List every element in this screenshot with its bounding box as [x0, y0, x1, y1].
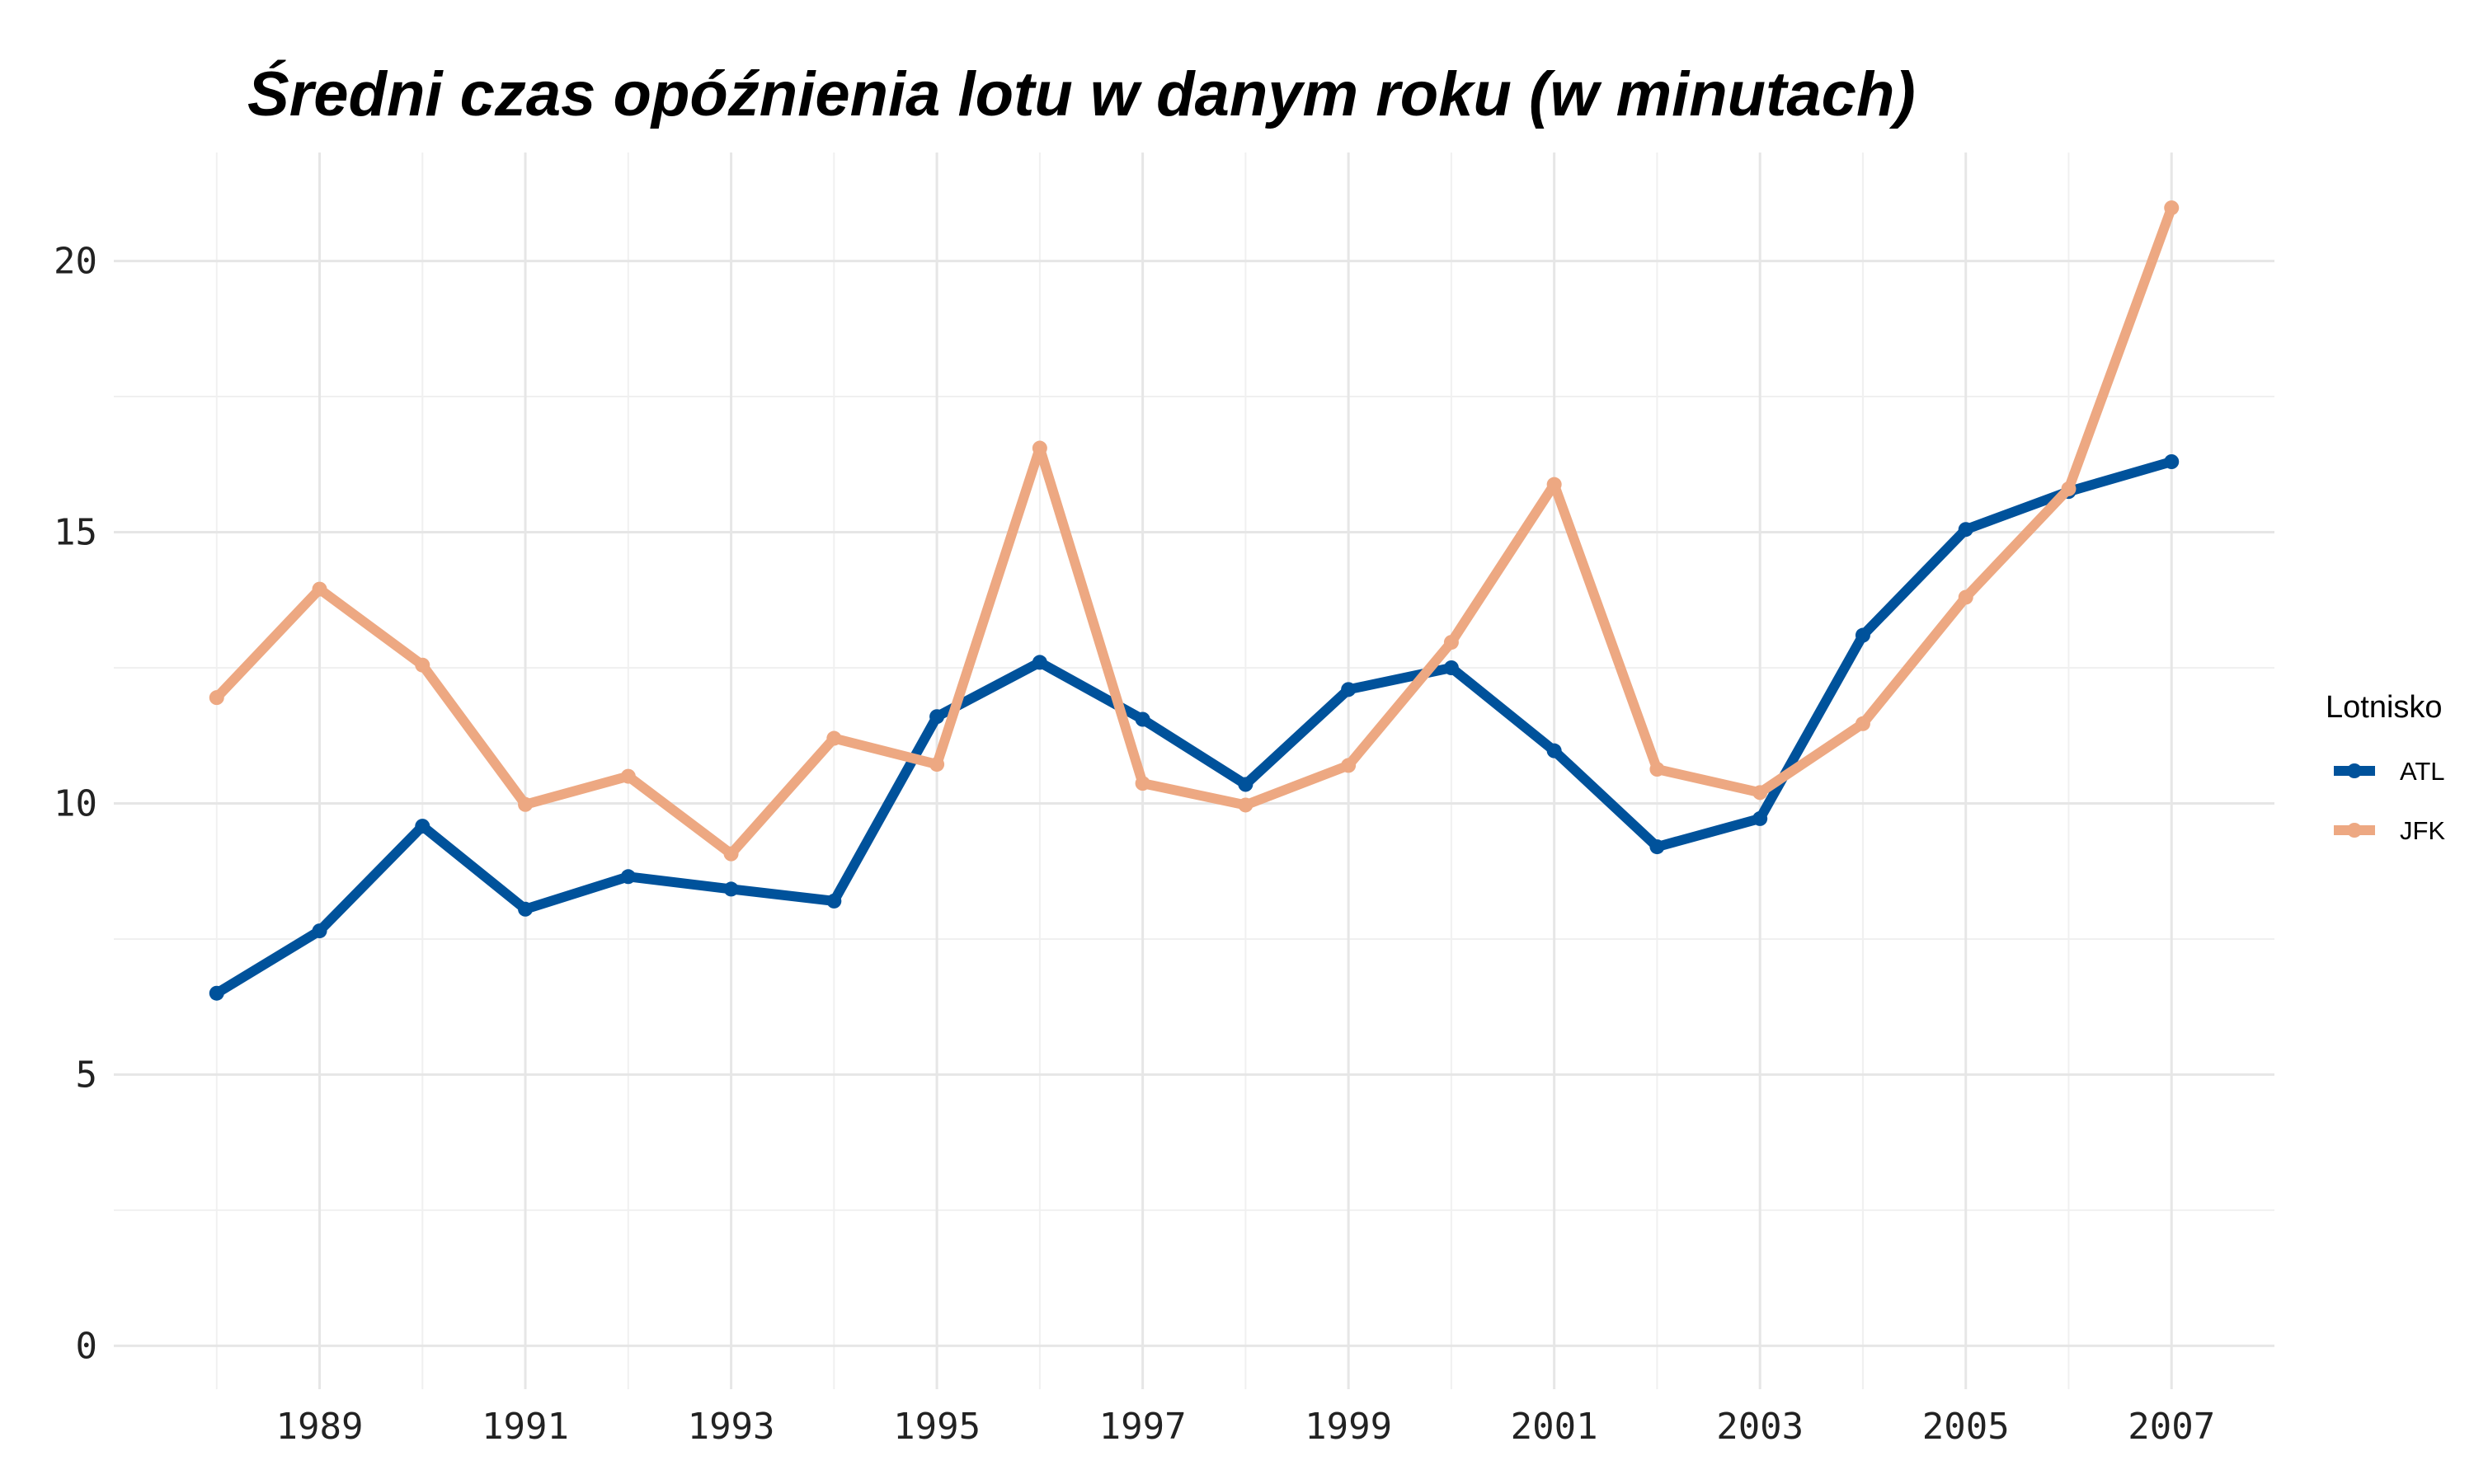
data-point: [826, 730, 842, 746]
data-point: [1546, 477, 1562, 492]
y-tick-label: 15: [54, 512, 97, 554]
grid-lines: [114, 153, 2274, 1389]
series-line: [211, 203, 2177, 859]
data-point: [1341, 682, 1357, 697]
data-point: [1649, 839, 1665, 855]
y-tick-label: 0: [76, 1325, 98, 1367]
data-point: [1752, 785, 1768, 801]
y-tick-label: 5: [76, 1054, 98, 1096]
data-point: [209, 690, 224, 706]
x-tick-label: 1993: [688, 1406, 775, 1448]
data-point: [1752, 810, 1768, 826]
legend-item-atl: ATL: [2334, 757, 2445, 786]
data-point: [518, 796, 534, 812]
x-tick-label: 1995: [893, 1406, 981, 1448]
data-point: [312, 923, 327, 939]
data-point: [1443, 660, 1459, 675]
data-point: [723, 846, 739, 862]
data-point: [1443, 635, 1459, 650]
data-point: [518, 901, 534, 917]
data-point: [929, 709, 945, 725]
legend-item-jfk: JFK: [2334, 816, 2445, 845]
legend: Lotnisko ATL JFK: [2326, 690, 2445, 845]
data-point: [1238, 797, 1253, 813]
legend-title: Lotnisko: [2326, 690, 2443, 725]
series-atl: [209, 454, 2180, 1001]
data-point: [1855, 716, 1870, 731]
data-point: [1032, 655, 1047, 670]
data-point: [1341, 758, 1357, 773]
x-tick-label: 2001: [1511, 1406, 1598, 1448]
x-tick-label: 2003: [1716, 1406, 1804, 1448]
y-tick-label: 10: [54, 782, 97, 824]
data-point: [1958, 522, 1973, 538]
data-point: [1032, 440, 1047, 456]
legend-key-point: [2347, 763, 2362, 778]
x-tick-label: 1999: [1305, 1406, 1392, 1448]
data-point: [415, 657, 430, 673]
data-point: [1238, 777, 1253, 792]
legend-key-point: [2347, 823, 2362, 838]
series-jfk: [209, 200, 2180, 862]
data-point: [1546, 743, 1562, 758]
data-point: [1855, 627, 1870, 643]
series-line: [211, 457, 2177, 998]
x-tick-label: 1991: [482, 1406, 569, 1448]
x-tick-label: 1997: [1099, 1406, 1187, 1448]
x-axis-tick-labels: 1989 1991 1993 1995 1997 1999 2001 2003 2005 2007: [276, 1406, 2216, 1448]
data-point: [415, 819, 430, 834]
data-point: [209, 985, 224, 1001]
data-point: [312, 581, 327, 597]
y-axis-tick-labels: 0 5 10 15 20: [54, 241, 97, 1368]
data-point: [2061, 481, 2077, 496]
data-point: [1135, 776, 1150, 791]
series-lines: [209, 200, 2180, 1001]
data-point: [723, 881, 739, 897]
data-point: [620, 768, 636, 784]
y-tick-label: 20: [54, 241, 97, 283]
chart-title: Średni czas opóźnienia lotu w danym roku…: [247, 59, 1916, 129]
data-point: [2164, 200, 2180, 216]
data-point: [1958, 589, 1973, 605]
legend-label: ATL: [2400, 757, 2445, 786]
legend-label: JFK: [2400, 816, 2445, 845]
x-tick-label: 1989: [276, 1406, 364, 1448]
data-point: [1649, 762, 1665, 777]
data-point: [620, 869, 636, 885]
x-tick-label: 2007: [2128, 1406, 2215, 1448]
data-point: [826, 893, 842, 909]
data-point: [929, 757, 945, 773]
x-tick-label: 2005: [1922, 1406, 2010, 1448]
data-point: [1135, 711, 1150, 727]
data-point: [2164, 454, 2180, 469]
